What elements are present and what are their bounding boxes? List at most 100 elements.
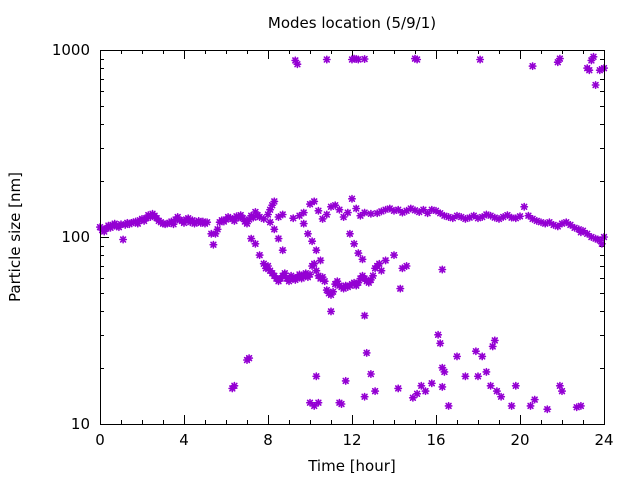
data-point: [557, 387, 567, 396]
axis-ticks: [100, 50, 605, 425]
data-point: [576, 228, 585, 237]
y-tick-label: 10: [71, 415, 90, 433]
data-point: [366, 209, 375, 218]
y-tick-label: 100: [61, 228, 90, 246]
data-points: [95, 52, 609, 414]
data-point: [434, 330, 443, 339]
data-point: [203, 218, 212, 227]
data-point: [249, 213, 258, 222]
data-point: [413, 55, 422, 64]
data-point: [438, 265, 447, 274]
data-point: [371, 387, 380, 396]
data-point: [255, 251, 264, 260]
x-tick-label: 12: [342, 431, 361, 449]
data-point: [488, 342, 497, 351]
data-point: [497, 392, 506, 401]
data-point: [230, 381, 239, 390]
data-point: [119, 235, 128, 244]
data-point: [274, 234, 283, 243]
x-tick-label: 20: [510, 431, 529, 449]
data-point: [526, 401, 535, 410]
data-point: [461, 372, 470, 381]
data-point: [312, 246, 321, 255]
data-point: [492, 387, 501, 396]
data-point: [591, 80, 600, 90]
data-point: [360, 392, 369, 401]
data-point: [326, 307, 336, 316]
data-point: [358, 255, 367, 264]
chart-title: Modes location (5/9/1): [268, 14, 436, 32]
data-point: [507, 401, 516, 410]
data-point: [354, 55, 363, 64]
data-point: [396, 284, 405, 293]
data-point: [352, 204, 361, 213]
data-point: [448, 214, 457, 223]
x-tick-label: 24: [594, 431, 613, 449]
data-point: [245, 354, 254, 363]
data-point: [314, 206, 323, 215]
data-point: [515, 212, 525, 221]
data-point: [593, 235, 602, 244]
data-point: [213, 225, 222, 234]
data-point: [354, 249, 363, 258]
data-point: [251, 239, 260, 248]
data-point: [589, 52, 598, 61]
data-point: [339, 212, 348, 222]
x-tick-label: 0: [95, 431, 105, 449]
data-point: [368, 271, 378, 280]
tick-labels: 0 4 8 12 16 20 24 10 100 1000: [52, 41, 614, 449]
data-point: [322, 210, 331, 219]
data-point: [413, 389, 422, 398]
data-point: [511, 381, 520, 390]
data-point: [299, 208, 308, 217]
data-point: [360, 208, 369, 217]
data-point: [530, 395, 539, 404]
data-point: [377, 266, 386, 275]
data-point: [452, 352, 462, 361]
y-axis-label: Particle size [nm]: [6, 172, 24, 302]
x-tick-label: 4: [179, 431, 189, 449]
data-point: [278, 210, 287, 219]
data-point: [312, 372, 321, 381]
data-point: [247, 234, 256, 243]
data-point: [316, 256, 325, 265]
data-point: [436, 339, 445, 348]
data-point: [562, 218, 571, 227]
data-point: [398, 264, 407, 273]
data-point: [576, 401, 585, 410]
data-point: [408, 393, 417, 402]
data-point: [270, 197, 279, 206]
data-point: [266, 218, 275, 227]
x-tick-label: 16: [426, 431, 445, 449]
data-point: [362, 348, 371, 357]
data-point: [320, 277, 329, 286]
data-point: [259, 214, 268, 223]
data-point: [486, 381, 495, 390]
data-point: [360, 311, 369, 320]
data-point: [490, 336, 499, 345]
data-point: [482, 367, 491, 376]
data-point: [360, 54, 369, 64]
data-point: [310, 259, 319, 268]
data-point: [322, 55, 331, 64]
data-point: [347, 194, 357, 203]
data-point: [278, 246, 287, 255]
y-tick-label: 1000: [52, 41, 90, 59]
x-tick-label: 8: [263, 431, 273, 449]
data-point: [308, 237, 317, 246]
data-point: [345, 229, 354, 238]
data-point: [375, 259, 384, 268]
data-point: [421, 387, 430, 396]
data-point: [343, 208, 352, 217]
data-point: [545, 218, 554, 227]
data-point: [444, 401, 453, 410]
data-point: [289, 214, 298, 223]
data-point: [394, 384, 403, 393]
data-point: [473, 372, 483, 381]
data-point: [314, 398, 323, 407]
data-point: [366, 369, 375, 379]
data-point: [329, 287, 338, 296]
data-point: [335, 205, 344, 214]
data-point: [337, 399, 346, 409]
